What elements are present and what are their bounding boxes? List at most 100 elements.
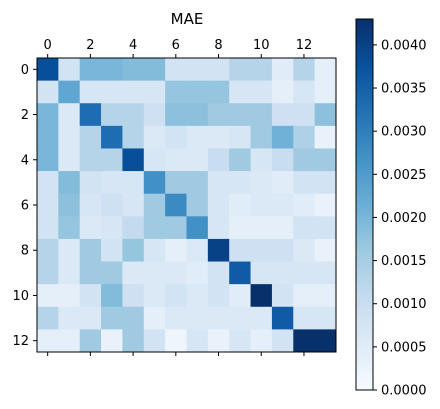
heatmap-cell: [293, 125, 316, 149]
heatmap-cell: [229, 148, 251, 172]
heatmap-cell: [165, 58, 187, 82]
heatmap-cell: [165, 329, 187, 353]
heatmap-cell: [271, 193, 294, 217]
heatmap-cell: [186, 193, 209, 217]
heatmap-cell: [37, 306, 59, 330]
heatmap-cell: [207, 80, 230, 104]
heatmap-cell: [79, 261, 102, 285]
heatmap-cell: [314, 148, 337, 172]
heatmap-cell: [122, 80, 145, 104]
heatmap-cell: [314, 193, 337, 217]
heatmap-cell: [101, 171, 123, 195]
heatmap-cell: [250, 58, 273, 82]
heatmap-cell: [186, 103, 209, 127]
heatmap-cell: [293, 103, 316, 127]
heatmap-cell: [250, 261, 273, 285]
heatmap-cell: [58, 329, 81, 353]
heatmap-cell: [37, 329, 59, 353]
heatmap-cell: [314, 216, 337, 240]
heatmap-cell: [101, 261, 123, 285]
heatmap-cell: [207, 171, 230, 195]
x-tick-label: 0: [44, 38, 52, 53]
heatmap-cell: [122, 103, 145, 127]
heatmap-cell: [58, 171, 81, 195]
heatmap-cell: [271, 216, 294, 240]
heatmap-cell: [271, 125, 294, 149]
heatmap-cell: [314, 80, 337, 104]
heatmap-cell: [58, 80, 81, 104]
heatmap-cell: [58, 306, 81, 330]
colorbar-ticks: 0.0000 0.0005 0.0010 0.0015 0.0020 0.0025 0.00…: [373, 38, 427, 399]
heatmap-cell: [314, 238, 337, 262]
heatmap-cell: [207, 261, 230, 285]
heatmap-cell: [165, 238, 187, 262]
heatmap-cell: [165, 80, 187, 104]
heatmap-cell: [143, 284, 166, 308]
heatmap-cell: [101, 238, 123, 262]
heatmap-cell: [314, 306, 337, 330]
heatmap-cell: [58, 125, 81, 149]
heatmap-cell: [207, 306, 230, 330]
heatmap-cell: [207, 329, 230, 353]
heatmap-cell: [79, 103, 102, 127]
heatmap-cell: [293, 80, 316, 104]
heatmap-cell: [207, 103, 230, 127]
heatmap-cell: [122, 238, 145, 262]
heatmap-cell: [165, 216, 187, 240]
heatmap-cell: [314, 329, 337, 353]
heatmap-cell: [250, 329, 273, 353]
heatmap-cells: [37, 58, 337, 353]
colorbar-tick-label: 0.0010: [381, 297, 427, 312]
heatmap-cell: [143, 148, 166, 172]
heatmap-cell: [143, 216, 166, 240]
heatmap-cell: [271, 58, 294, 82]
heatmap-cell: [250, 103, 273, 127]
heatmap-cell: [229, 58, 251, 82]
heatmap-cell: [143, 103, 166, 127]
heatmap-cell: [250, 193, 273, 217]
heatmap-cell: [165, 125, 187, 149]
heatmap-cell: [58, 284, 81, 308]
heatmap-cell: [229, 193, 251, 217]
heatmap-cell: [186, 148, 209, 172]
heatmap-cell: [207, 148, 230, 172]
colorbar: [356, 19, 373, 390]
heatmap-cell: [186, 261, 209, 285]
heatmap-cell: [229, 103, 251, 127]
y-tick-label: 0: [21, 63, 29, 78]
heatmap-cell: [186, 58, 209, 82]
heatmap-cell: [58, 58, 81, 82]
heatmap-cell: [122, 193, 145, 217]
heatmap-cell: [101, 125, 123, 149]
heatmap-cell: [293, 171, 316, 195]
heatmap-cell: [37, 58, 59, 82]
colorbar-tick-label: 0.0020: [381, 211, 427, 226]
heatmap-cell: [314, 58, 337, 82]
heatmap-cell: [37, 193, 59, 217]
colorbar-tick-label: 0.0000: [381, 384, 427, 399]
x-tick-label: 2: [86, 38, 94, 53]
heatmap-cell: [143, 58, 166, 82]
heatmap-cell: [229, 284, 251, 308]
colorbar-tick-label: 0.0025: [381, 168, 427, 183]
heatmap-cell: [207, 125, 230, 149]
x-tick-label: 10: [253, 38, 270, 53]
heatmap-cell: [101, 58, 123, 82]
heatmap-cell: [250, 238, 273, 262]
colorbar-tick-label: 0.0035: [381, 82, 427, 97]
heatmap-cell: [229, 171, 251, 195]
heatmap-cell: [58, 238, 81, 262]
heatmap-cell: [271, 148, 294, 172]
heatmap-cell: [229, 125, 251, 149]
heatmap-cell: [79, 58, 102, 82]
heatmap-cell: [165, 306, 187, 330]
heatmap-cell: [79, 216, 102, 240]
heatmap-cell: [165, 193, 187, 217]
heatmap-cell: [37, 148, 59, 172]
x-tick-label: 6: [172, 38, 180, 53]
heatmap-cell: [37, 261, 59, 285]
heatmap-cell: [207, 58, 230, 82]
heatmap-cell: [229, 261, 251, 285]
heatmap-cell: [101, 216, 123, 240]
heatmap-cell: [293, 306, 316, 330]
